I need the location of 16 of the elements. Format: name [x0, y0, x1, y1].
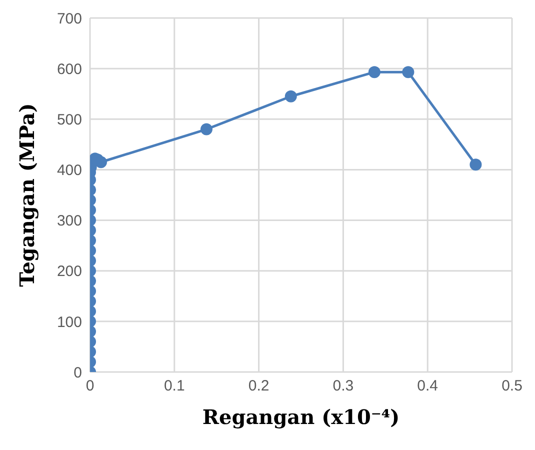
x-tick-label: 0.2: [248, 378, 270, 395]
y-tick-label: 300: [56, 212, 82, 230]
y-tick-label: 600: [56, 60, 82, 78]
x-tick-label: 0.4: [417, 378, 438, 395]
y-tick-label: 400: [56, 162, 82, 180]
x-tick-label: 0.3: [332, 378, 354, 395]
y-axis-title: Tegangan (MPa): [15, 103, 39, 287]
y-tick-label: 500: [56, 111, 82, 128]
y-tick-label: 200: [56, 263, 82, 280]
y-tick-label: 100: [56, 314, 82, 331]
x-tick-label: 0: [86, 378, 94, 395]
x-tick-label: 0.5: [502, 378, 522, 395]
x-tick-label: 0.1: [164, 378, 185, 395]
x-axis-title: Regangan (x10⁻⁴): [202, 405, 400, 429]
y-tick-label: 0: [74, 364, 82, 382]
y-tick-label: 700: [56, 10, 82, 28]
